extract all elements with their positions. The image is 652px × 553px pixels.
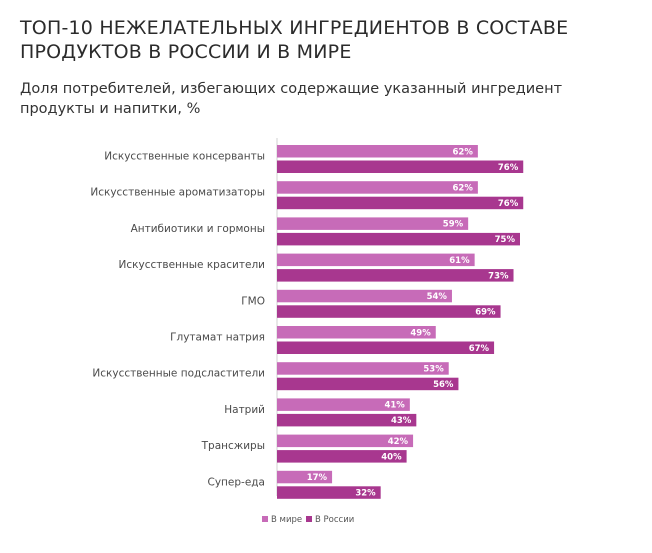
- bar-russia: [277, 450, 407, 463]
- data-label: 62%: [453, 147, 474, 157]
- data-label: 41%: [384, 401, 405, 411]
- category-label: Глутамат натрия: [170, 332, 265, 344]
- data-label: 54%: [427, 292, 448, 302]
- bar-russia: [277, 305, 501, 318]
- data-label: 40%: [381, 452, 402, 462]
- category-label: Искусственные красители: [119, 259, 265, 271]
- data-label: 76%: [498, 199, 519, 209]
- data-label: 49%: [410, 328, 431, 338]
- category-label: Трансжиры: [201, 440, 265, 452]
- category-label: Искусственные консерванты: [104, 151, 265, 163]
- chart-subtitle: Доля потребителей, избегающих содержащие…: [20, 81, 563, 117]
- legend: В мире В России: [262, 515, 354, 525]
- category-label: ГМО: [241, 295, 265, 307]
- bar-russia: [277, 486, 381, 499]
- data-label: 69%: [475, 308, 496, 318]
- bar-world: [277, 470, 333, 484]
- category-label: Антибиотики и гормоны: [131, 223, 265, 235]
- data-label: 53%: [423, 365, 444, 375]
- bar-russia: [277, 196, 524, 210]
- bar-world: [277, 217, 469, 230]
- data-label: 73%: [488, 271, 509, 281]
- bar-world: [277, 289, 452, 303]
- bar-russia: [277, 377, 459, 391]
- bar-russia: [277, 232, 520, 246]
- legend-swatch: [262, 516, 268, 522]
- bar-russia: [277, 341, 495, 354]
- legend-swatch: [306, 516, 312, 522]
- chart-title: ТОП-10 НЕЖЕЛАТЕЛЬНЫХ ИНГРЕДИЕНТОВ В СОСТ…: [20, 17, 569, 63]
- bar-world: [277, 145, 478, 158]
- data-label: 17%: [307, 473, 328, 483]
- data-label: 62%: [453, 184, 474, 194]
- data-label: 42%: [388, 437, 409, 447]
- data-label: 76%: [498, 163, 519, 173]
- bar-world: [277, 326, 436, 339]
- data-label: 61%: [449, 256, 470, 266]
- bars-group: Искусственные консерванты 62% 76% Искусстве…: [90, 145, 524, 499]
- data-label: 43%: [391, 416, 412, 426]
- category-label: Натрий: [224, 404, 265, 416]
- data-label: 67%: [469, 344, 490, 354]
- bar-russia: [277, 160, 524, 173]
- bar-world: [277, 253, 475, 267]
- bar-russia: [277, 269, 514, 282]
- bar-world: [277, 362, 449, 375]
- category-label: Искусственные подсластители: [92, 368, 265, 380]
- bar-world: [277, 398, 410, 411]
- data-label: 75%: [495, 235, 516, 245]
- data-label: 56%: [433, 380, 454, 390]
- bar-russia: [277, 413, 417, 427]
- bar-world: [277, 434, 414, 448]
- bar-world: [277, 181, 478, 194]
- data-label: 32%: [355, 489, 376, 499]
- legend-label: В России: [315, 515, 354, 525]
- data-label: 59%: [443, 220, 464, 230]
- category-label: Супер-еда: [208, 476, 265, 488]
- legend-label: В мире: [271, 515, 302, 525]
- category-label: Искусственные ароматизаторы: [90, 187, 265, 199]
